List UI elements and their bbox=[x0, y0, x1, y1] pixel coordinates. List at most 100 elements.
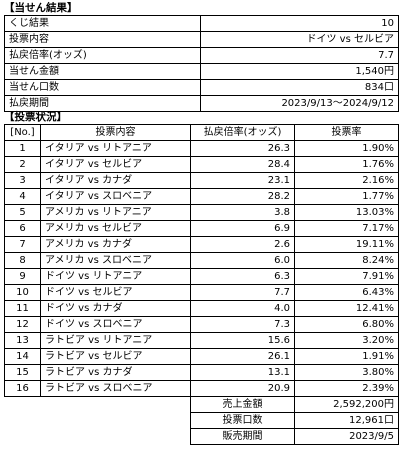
vote-no: 14 bbox=[4, 348, 41, 365]
vote-odds: 20.9 bbox=[190, 380, 295, 397]
result-value: 2023/9/13～2024/9/12 bbox=[200, 95, 399, 112]
vote-no: 12 bbox=[4, 316, 41, 333]
result-row: 払戻期間 2023/9/13～2024/9/12 bbox=[4, 95, 399, 112]
vote-row: 10 ドイツ vs セルビア 7.7 6.43% bbox=[4, 284, 399, 301]
vote-content: ラトビア vs カナダ bbox=[40, 364, 191, 381]
summary-value: 2,592,200円 bbox=[294, 396, 399, 413]
vote-row: 16 ラトビア vs スロベニア 20.9 2.39% bbox=[4, 380, 399, 397]
vote-no: 6 bbox=[4, 220, 41, 237]
vote-rate: 2.39% bbox=[294, 380, 399, 397]
result-row: 投票内容 ドイツ vs セルビア bbox=[4, 31, 399, 48]
result-label: 投票内容 bbox=[4, 31, 201, 48]
vote-no: 4 bbox=[4, 188, 41, 205]
vote-row: 8 アメリカ vs スロベニア 6.0 8.24% bbox=[4, 252, 399, 269]
summary-spacer bbox=[5, 397, 191, 413]
vote-rate: 3.80% bbox=[294, 364, 399, 381]
result-row: 払戻倍率(オッズ) 7.7 bbox=[4, 47, 399, 64]
vote-row: 7 アメリカ vs カナダ 2.6 19.11% bbox=[4, 236, 399, 253]
vote-row: 9 ドイツ vs リトアニア 6.3 7.91% bbox=[4, 268, 399, 285]
vote-row: 14 ラトビア vs セルビア 26.1 1.91% bbox=[4, 348, 399, 365]
result-label: 当せん金額 bbox=[4, 63, 201, 80]
result-row: 当せん口数 834口 bbox=[4, 79, 399, 96]
result-value: ドイツ vs セルビア bbox=[200, 31, 399, 48]
vote-rate: 2.16% bbox=[294, 172, 399, 189]
vote-rate: 1.90% bbox=[294, 140, 399, 157]
vote-odds: 6.9 bbox=[190, 220, 295, 237]
vote-rate: 1.91% bbox=[294, 348, 399, 365]
vote-odds: 6.0 bbox=[190, 252, 295, 269]
vote-content: イタリア vs リトアニア bbox=[40, 140, 191, 157]
vote-row: 5 アメリカ vs リトアニア 3.8 13.03% bbox=[4, 204, 399, 221]
result-value: 7.7 bbox=[200, 47, 399, 64]
vote-no: 9 bbox=[4, 268, 41, 285]
vote-content: ドイツ vs カナダ bbox=[40, 300, 191, 317]
vote-rate: 6.80% bbox=[294, 316, 399, 333]
vote-rate: 12.41% bbox=[294, 300, 399, 317]
vote-content: イタリア vs スロベニア bbox=[40, 188, 191, 205]
vote-row: 13 ラトビア vs リトアニア 15.6 3.20% bbox=[4, 332, 399, 349]
vote-row: 1 イタリア vs リトアニア 26.3 1.90% bbox=[4, 140, 399, 157]
vote-content: アメリカ vs カナダ bbox=[40, 236, 191, 253]
vote-content: ドイツ vs セルビア bbox=[40, 284, 191, 301]
result-label: 当せん口数 bbox=[4, 79, 201, 96]
vote-odds: 3.8 bbox=[190, 204, 295, 221]
vote-content: ドイツ vs リトアニア bbox=[40, 268, 191, 285]
summary-row: 売上金額 2,592,200円 bbox=[5, 396, 399, 413]
vote-no: 11 bbox=[4, 300, 41, 317]
vote-content: ラトビア vs セルビア bbox=[40, 348, 191, 365]
vote-odds: 26.3 bbox=[190, 140, 295, 157]
vote-rate: 7.17% bbox=[294, 220, 399, 237]
vote-odds: 15.6 bbox=[190, 332, 295, 349]
vote-row: 2 イタリア vs セルビア 28.4 1.76% bbox=[4, 156, 399, 173]
result-section-title: 【当せん結果】 bbox=[4, 2, 78, 14]
vote-rate: 13.03% bbox=[294, 204, 399, 221]
result-row: くじ結果 10 bbox=[4, 15, 399, 32]
vote-rate: 1.77% bbox=[294, 188, 399, 205]
vote-rate: 7.91% bbox=[294, 268, 399, 285]
result-label: 払戻倍率(オッズ) bbox=[4, 47, 201, 64]
header-content: 投票内容 bbox=[40, 124, 191, 141]
vote-odds: 7.7 bbox=[190, 284, 295, 301]
vote-content: アメリカ vs スロベニア bbox=[40, 252, 191, 269]
vote-odds: 28.2 bbox=[190, 188, 295, 205]
vote-content: ラトビア vs スロベニア bbox=[40, 380, 191, 397]
vote-odds: 13.1 bbox=[190, 364, 295, 381]
header-rate: 投票率 bbox=[294, 124, 399, 141]
vote-no: 13 bbox=[4, 332, 41, 349]
header-odds: 払戻倍率(オッズ) bbox=[190, 124, 295, 141]
vote-rate: 19.11% bbox=[294, 236, 399, 253]
vote-content: ラトビア vs リトアニア bbox=[40, 332, 191, 349]
result-row: 当せん金額 1,540円 bbox=[4, 63, 399, 80]
vote-row: 12 ドイツ vs スロベニア 7.3 6.80% bbox=[4, 316, 399, 333]
summary-label: 投票口数 bbox=[190, 412, 295, 429]
summary-row: 販売期間 2023/9/5 bbox=[5, 428, 399, 445]
vote-row: 4 イタリア vs スロベニア 28.2 1.77% bbox=[4, 188, 399, 205]
summary-value: 2023/9/5 bbox=[294, 428, 399, 445]
vote-no: 5 bbox=[4, 204, 41, 221]
vote-table: [No.] 投票内容 払戻倍率(オッズ) 投票率 1 イタリア vs リトアニア 2… bbox=[4, 124, 399, 445]
vote-row: 11 ドイツ vs カナダ 4.0 12.41% bbox=[4, 300, 399, 317]
vote-odds: 7.3 bbox=[190, 316, 295, 333]
vote-row: 15 ラトビア vs カナダ 13.1 3.80% bbox=[4, 364, 399, 381]
result-value: 834口 bbox=[200, 79, 399, 96]
vote-odds: 26.1 bbox=[190, 348, 295, 365]
vote-content: アメリカ vs セルビア bbox=[40, 220, 191, 237]
vote-odds: 2.6 bbox=[190, 236, 295, 253]
summary-label: 売上金額 bbox=[190, 396, 295, 413]
result-value: 1,540円 bbox=[200, 63, 399, 80]
result-label: 払戻期間 bbox=[4, 95, 201, 112]
vote-odds: 28.4 bbox=[190, 156, 295, 173]
summary-row: 投票口数 12,961口 bbox=[5, 412, 399, 429]
vote-content: ドイツ vs スロベニア bbox=[40, 316, 191, 333]
vote-content: アメリカ vs リトアニア bbox=[40, 204, 191, 221]
vote-header-row: [No.] 投票内容 払戻倍率(オッズ) 投票率 bbox=[4, 124, 399, 141]
vote-row: 6 アメリカ vs セルビア 6.9 7.17% bbox=[4, 220, 399, 237]
vote-rate: 8.24% bbox=[294, 252, 399, 269]
summary-spacer bbox=[5, 413, 191, 429]
vote-row: 3 イタリア vs カナダ 23.1 2.16% bbox=[4, 172, 399, 189]
summary-label: 販売期間 bbox=[190, 428, 295, 445]
result-value: 10 bbox=[200, 15, 399, 32]
vote-content: イタリア vs カナダ bbox=[40, 172, 191, 189]
vote-no: 1 bbox=[4, 140, 41, 157]
vote-rate: 1.76% bbox=[294, 156, 399, 173]
